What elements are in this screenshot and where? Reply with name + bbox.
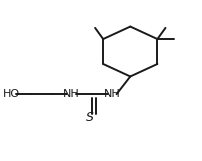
Text: HO: HO	[3, 89, 20, 99]
Text: NH: NH	[104, 89, 120, 99]
Text: NH: NH	[63, 89, 80, 99]
Text: S: S	[86, 111, 94, 124]
